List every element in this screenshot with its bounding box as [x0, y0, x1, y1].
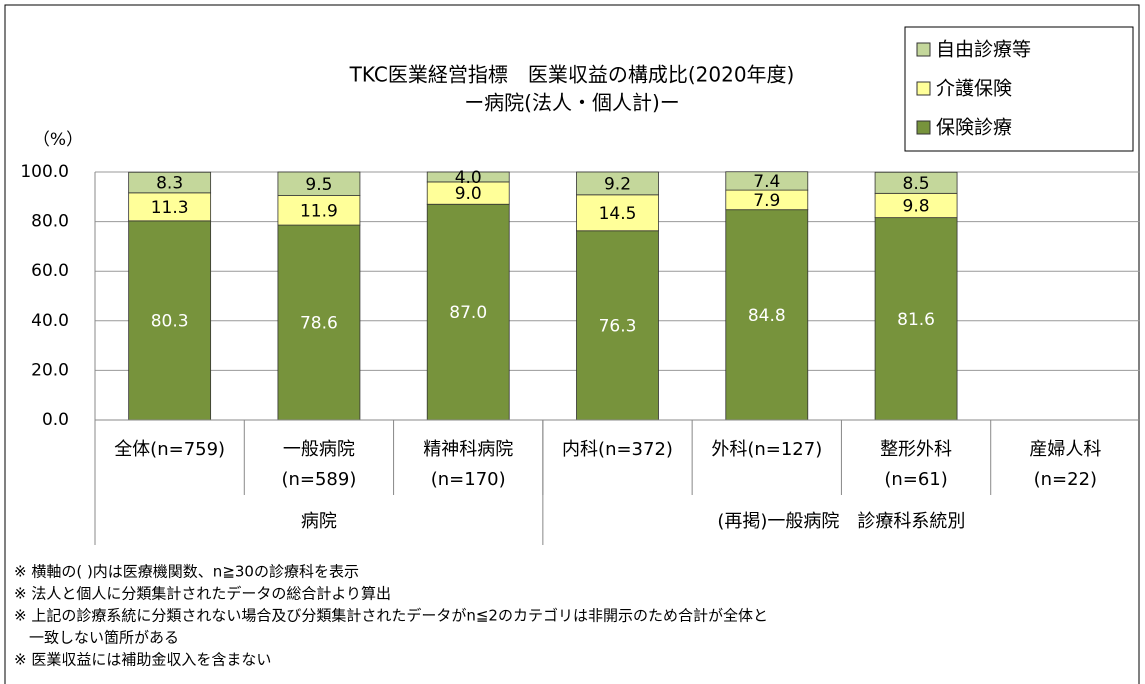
bar-segment	[576, 194, 659, 232]
bar-segment	[128, 171, 212, 194]
x-tick-label: (n=22)	[1034, 469, 1097, 490]
data-label: 11.9	[300, 201, 338, 221]
x-tick-label: (n=170)	[431, 469, 506, 490]
bar-segment	[277, 195, 361, 226]
y-tick-label: 80.0	[31, 212, 69, 232]
bar-segment	[725, 171, 809, 191]
bar-segment	[874, 171, 958, 194]
legend-box	[904, 26, 1134, 152]
data-label: 8.5	[903, 174, 930, 194]
y-tick-label: 40.0	[31, 311, 69, 331]
group-label: (再掲)一般病院 診療科系統別	[717, 511, 965, 532]
footnote: ※ 医業収益には補助金収入を含まない	[14, 651, 271, 669]
legend-swatch	[916, 42, 931, 57]
data-label: 87.0	[449, 303, 487, 323]
data-label: 81.6	[897, 310, 935, 330]
bar-segment	[426, 203, 510, 421]
legend-swatch	[916, 120, 931, 135]
bar-segment	[426, 171, 510, 183]
chart-title: TKC医業経営指標 医業収益の構成比(2020年度)	[349, 63, 795, 87]
bar-segment	[874, 217, 958, 421]
bar-segment	[128, 192, 212, 222]
x-tick-label: 一般病院	[283, 439, 355, 460]
y-axis-label: （%）	[33, 130, 83, 150]
y-tick-label: 100.0	[20, 162, 69, 182]
x-tick-label: (n=61)	[884, 469, 947, 490]
bar-segment	[277, 171, 361, 196]
data-label: 78.6	[300, 314, 338, 334]
bar-segment	[277, 224, 361, 421]
footnote: 一致しない箇所がある	[14, 629, 179, 647]
x-tick-label: 外科(n=127)	[711, 439, 822, 460]
footnote: ※ 法人と個人に分類集計されたデータの総合計より算出	[14, 585, 391, 603]
y-tick-label: 20.0	[31, 360, 69, 380]
x-tick-label: 整形外科	[880, 439, 952, 460]
data-label: 11.3	[151, 198, 189, 218]
data-label: 9.2	[604, 174, 631, 194]
data-label: 7.4	[753, 172, 780, 192]
data-label: 9.8	[903, 196, 930, 216]
data-label: 8.3	[156, 174, 183, 194]
legend-label: 介護保険	[936, 78, 1012, 100]
bar-segment	[874, 192, 958, 219]
bar-segment	[576, 230, 659, 421]
x-tick-label: 精神科病院	[423, 439, 513, 460]
data-label: 7.9	[753, 191, 780, 211]
bar-segment	[725, 209, 809, 421]
data-label: 76.3	[599, 316, 637, 336]
frame	[4, 4, 1140, 684]
data-label: 4.0	[455, 168, 482, 188]
x-tick-label: (n=589)	[281, 469, 356, 490]
data-label: 14.5	[599, 204, 637, 224]
legend-swatch	[916, 81, 931, 96]
legend-label: 保険診療	[936, 117, 1012, 139]
bar-segment	[576, 171, 659, 196]
bar-segment	[128, 220, 212, 421]
y-tick-label: 0.0	[42, 410, 69, 430]
x-tick-label: 全体(n=759)	[114, 439, 225, 460]
data-label: 80.3	[151, 311, 189, 331]
chart-title: ー病院(法人・個人計)ー	[464, 91, 680, 115]
x-tick-label: 内科(n=372)	[562, 439, 673, 460]
x-tick-label: 産婦人科	[1029, 439, 1101, 460]
data-label: 9.0	[455, 184, 482, 204]
data-label: 84.8	[748, 306, 786, 326]
y-tick-label: 60.0	[31, 261, 69, 281]
footnote: ※ 横軸の( )内は医療機関数、n≧30の診療科を表示	[14, 563, 359, 581]
group-label: 病院	[301, 511, 337, 532]
data-label: 9.5	[305, 175, 332, 195]
legend-label: 自由診療等	[936, 39, 1031, 61]
footnote: ※ 上記の診療系統に分類されない場合及び分類集計されたデータがn≦2のカテゴリは…	[14, 607, 768, 625]
